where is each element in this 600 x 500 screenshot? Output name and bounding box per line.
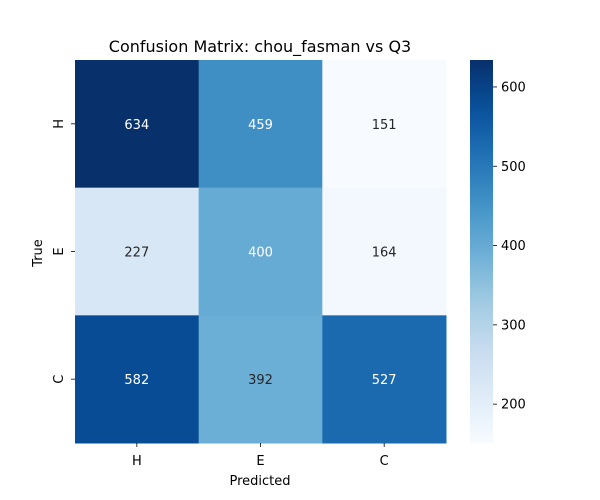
colorbar-tick-label: 200 — [501, 398, 526, 413]
heatmap-cell-label: 582 — [124, 373, 149, 388]
heatmap-cell-labels: 634 459 151 227 400 164 582 392 527 — [124, 118, 396, 388]
heatmap-cell — [322, 315, 447, 444]
heatmap-cell — [198, 60, 323, 189]
y-axis-label: True — [31, 239, 46, 268]
heatmap-cell — [75, 315, 200, 444]
y-tick-label: C — [52, 375, 67, 384]
x-tick-label: H — [132, 454, 142, 469]
heatmap-cell-label: 459 — [248, 118, 273, 133]
colorbar-tick-label: 400 — [501, 239, 526, 254]
chart-title: Confusion Matrix: chou_fasman vs Q3 — [109, 37, 411, 57]
colorbar-tick-label: 300 — [501, 318, 526, 333]
heatmap-cell — [322, 187, 447, 316]
heatmap-cell-label: 392 — [248, 373, 273, 388]
x-axis-label: Predicted — [229, 474, 290, 489]
heatmap-cell — [75, 187, 200, 316]
heatmap-cell — [322, 60, 447, 189]
x-tick-label: E — [256, 454, 264, 469]
heatmap-cell — [198, 187, 323, 316]
heatmap-cell-label: 527 — [372, 373, 397, 388]
y-axis-ticks: H E C — [52, 119, 75, 384]
colorbar — [470, 60, 493, 443]
y-tick-label: H — [52, 119, 67, 129]
y-tick-label: E — [52, 247, 67, 255]
heatmap-cell-label: 634 — [124, 118, 149, 133]
colorbar-tick-label: 600 — [501, 80, 526, 95]
heatmap-cell-label: 400 — [248, 246, 273, 261]
heatmap-cell — [75, 60, 200, 189]
heatmap-cell-label: 164 — [372, 246, 397, 261]
heatmap-cell-label: 151 — [372, 118, 397, 133]
heatmap-cells — [75, 60, 447, 444]
x-tick-label: C — [380, 454, 389, 469]
heatmap-cell-label: 227 — [124, 246, 149, 261]
heatmap-cell — [198, 315, 323, 444]
colorbar-tick-label: 500 — [501, 160, 526, 175]
colorbar-ticks: 200 300 400 500 600 — [493, 80, 526, 413]
